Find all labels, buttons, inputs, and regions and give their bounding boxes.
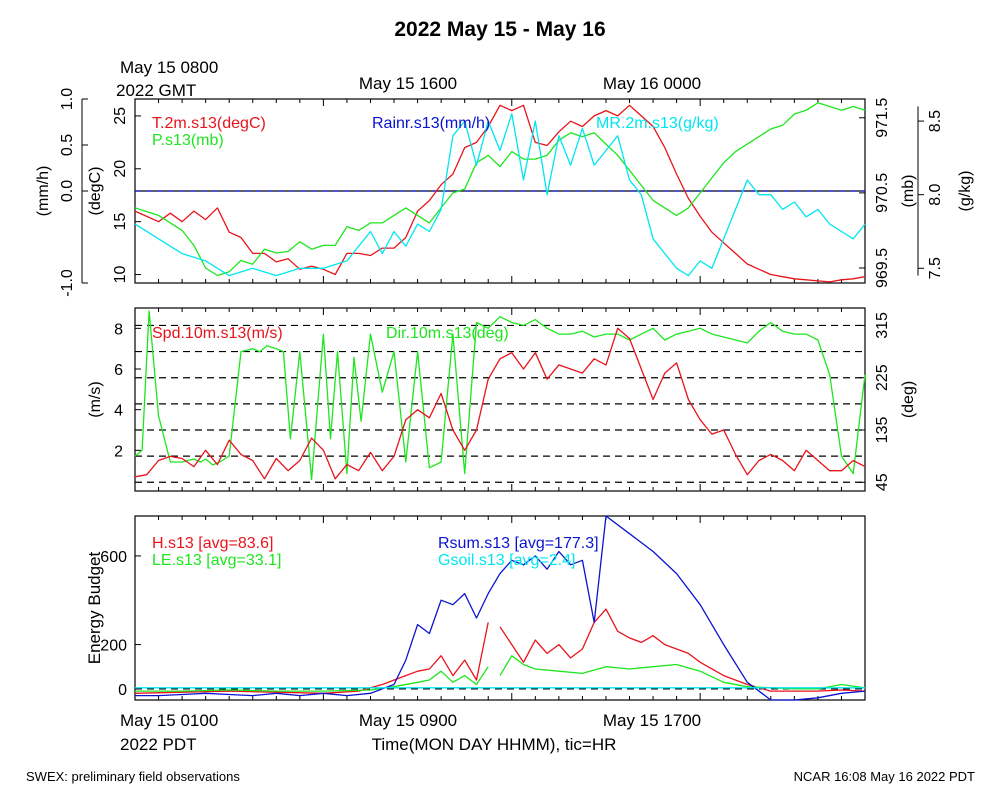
energy-tick-label: 0: [118, 682, 127, 699]
speed-tick-label: 2: [114, 443, 123, 460]
mmh-tick-label: 0.0: [59, 180, 76, 202]
top-time-label-1b: 2022 GMT: [116, 81, 196, 100]
mmh-axis-label: (mm/h): [35, 166, 52, 217]
degc-tick-label: 20: [112, 160, 129, 178]
x-axis-label: Time(MON DAY HHMM), tic=HR: [372, 735, 617, 754]
energy-series-red: [499, 608, 866, 692]
legend-pressure: P.s13(mb): [152, 132, 224, 149]
direction-tick-label: 135: [874, 417, 891, 444]
mb-tick-label: 971.5: [874, 98, 891, 138]
footer-right: NCAR 16:08 May 16 2022 PDT: [794, 769, 975, 784]
energy-tick-label: 200: [100, 638, 127, 655]
legend-temperature: T.2m.s13(degC): [152, 115, 266, 132]
energy-tick-label: 600: [100, 549, 127, 566]
degc-tick-label: 15: [112, 213, 129, 231]
mb-tick-label: 969.5: [874, 248, 891, 288]
speed-tick-label: 4: [114, 403, 123, 420]
speed-tick-label: 8: [114, 321, 123, 338]
energy-series-green: [135, 666, 489, 692]
top-time-label-2: May 15 1600: [359, 74, 457, 93]
bottom-time-label-1a: May 15 0100: [120, 711, 218, 730]
energy-series-green: [499, 655, 866, 690]
energy-axis-label: Energy Budget: [85, 551, 104, 664]
panel3-frame: [134, 515, 866, 701]
legend-soil-heat: Gsoil.s13 [avg=2.4]: [438, 552, 575, 569]
gkg-axis-label: (g/kg): [957, 171, 974, 212]
energy-series-red: [134, 622, 489, 694]
panel-temperature-pressure: -1.0 0.0 0.5 1.0 (mm/h) 10 15 20 25 (degC) 969.5 97…: [35, 88, 974, 297]
gkg-tick-label: 8.5: [927, 110, 944, 132]
direction-tick-label: 225: [874, 364, 891, 391]
legend-rain: Rainr.s13(mm/h): [372, 115, 490, 132]
direction-tick-label: 45: [874, 473, 891, 491]
legend-radiation-sum: Rsum.s13 [avg=177.3]: [438, 535, 599, 552]
wind-direction-line: [134, 310, 866, 481]
legend-wind-direction: Dir.10m.s13(deg): [386, 325, 509, 342]
mmh-tick-label: 0.5: [59, 134, 76, 156]
mb-tick-label: 970.5: [874, 173, 891, 213]
legend-mixing-ratio: MR.2m.s13(g/kg): [596, 115, 719, 132]
panel-wind: 2 4 6 8 (m/s) 45 135 225 315 (deg) Spd.10m.s13(m/s…: [87, 307, 917, 492]
series-cyan-line: [134, 113, 866, 277]
mb-axis-label: (mb): [900, 175, 917, 208]
mmh-tick-label: 1.0: [59, 88, 76, 110]
legend-wind-speed: Spd.10m.s13(m/s): [152, 325, 283, 342]
series-red-line: [134, 104, 866, 283]
energy-series-blue: [135, 515, 866, 701]
top-time-label-3: May 16 0000: [603, 74, 701, 93]
speed-axis-label: (m/s): [87, 381, 104, 417]
gkg-tick-label: 7.5: [927, 257, 944, 279]
wind-speed-line: [134, 327, 866, 480]
bottom-time-label-1b: 2022 PDT: [120, 735, 197, 754]
degc-tick-label: 25: [112, 107, 129, 125]
bottom-time-label-2: May 15 0900: [359, 711, 457, 730]
degc-axis-label: (degC): [87, 167, 104, 216]
panel2-frame: [134, 307, 866, 492]
chart-title: 2022 May 15 - May 16: [394, 18, 605, 41]
mmh-tick-label: -1.0: [59, 269, 76, 297]
legend-sensible-heat: H.s13 [avg=83.6]: [152, 535, 273, 552]
direction-tick-label: 315: [874, 312, 891, 339]
gkg-tick-label: 8.0: [927, 183, 944, 205]
series-green-line: [134, 102, 866, 277]
speed-tick-label: 6: [114, 362, 123, 379]
direction-axis-label: (deg): [900, 381, 917, 418]
footer-left: SWEX: preliminary field observations: [26, 769, 240, 784]
top-time-label-1a: May 15 0800: [120, 58, 218, 77]
degc-tick-label: 10: [112, 266, 129, 284]
bottom-time-label-3: May 15 1700: [603, 711, 701, 730]
legend-latent-heat: LE.s13 [avg=33.1]: [152, 552, 281, 569]
